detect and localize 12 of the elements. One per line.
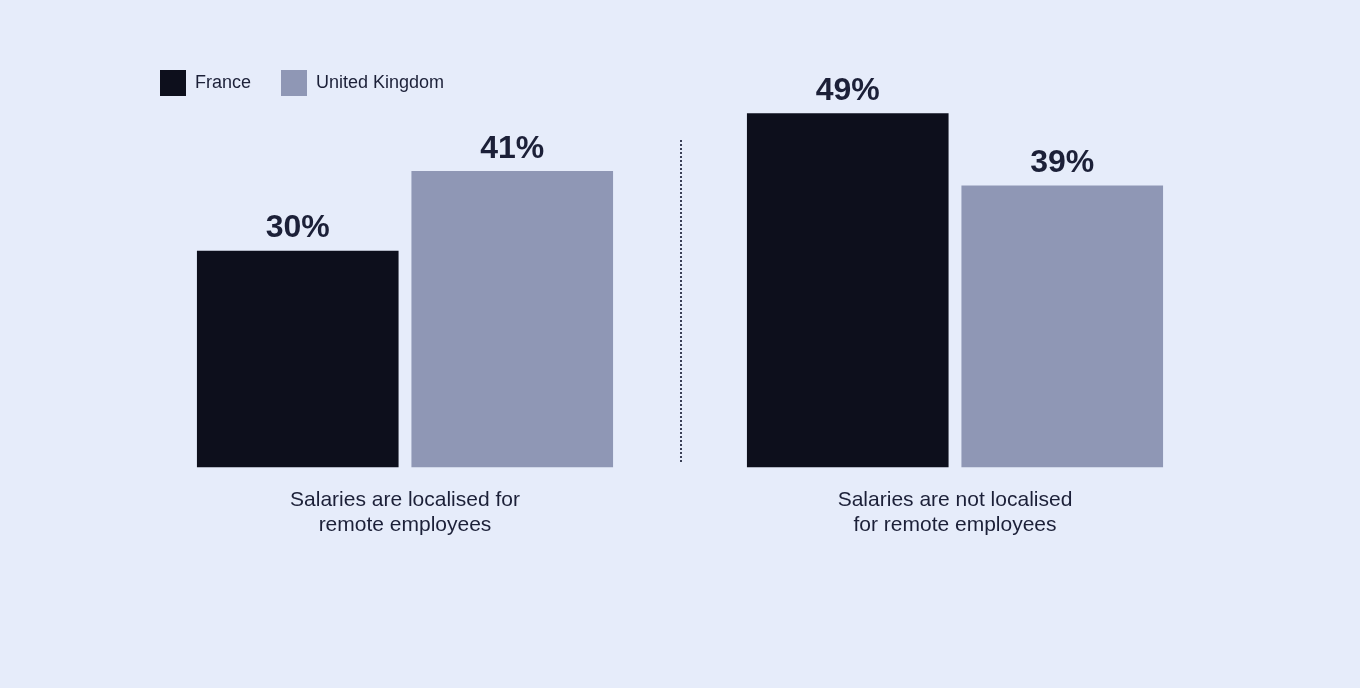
data-label: 41% [480,128,545,165]
legend-label: France [195,71,252,92]
data-label: 49% [815,71,880,108]
x-tick-label: Salaries are localised for remote employees [290,487,520,536]
bar [196,250,399,468]
x-tick-label: Salaries are not localised for remote employees [837,487,1073,536]
legend-label: United Kingdom [316,71,445,92]
bar [746,113,949,468]
data-label: 30% [265,208,330,245]
bar [961,185,1164,468]
bar [411,171,614,468]
data-label: 39% [1030,143,1095,180]
